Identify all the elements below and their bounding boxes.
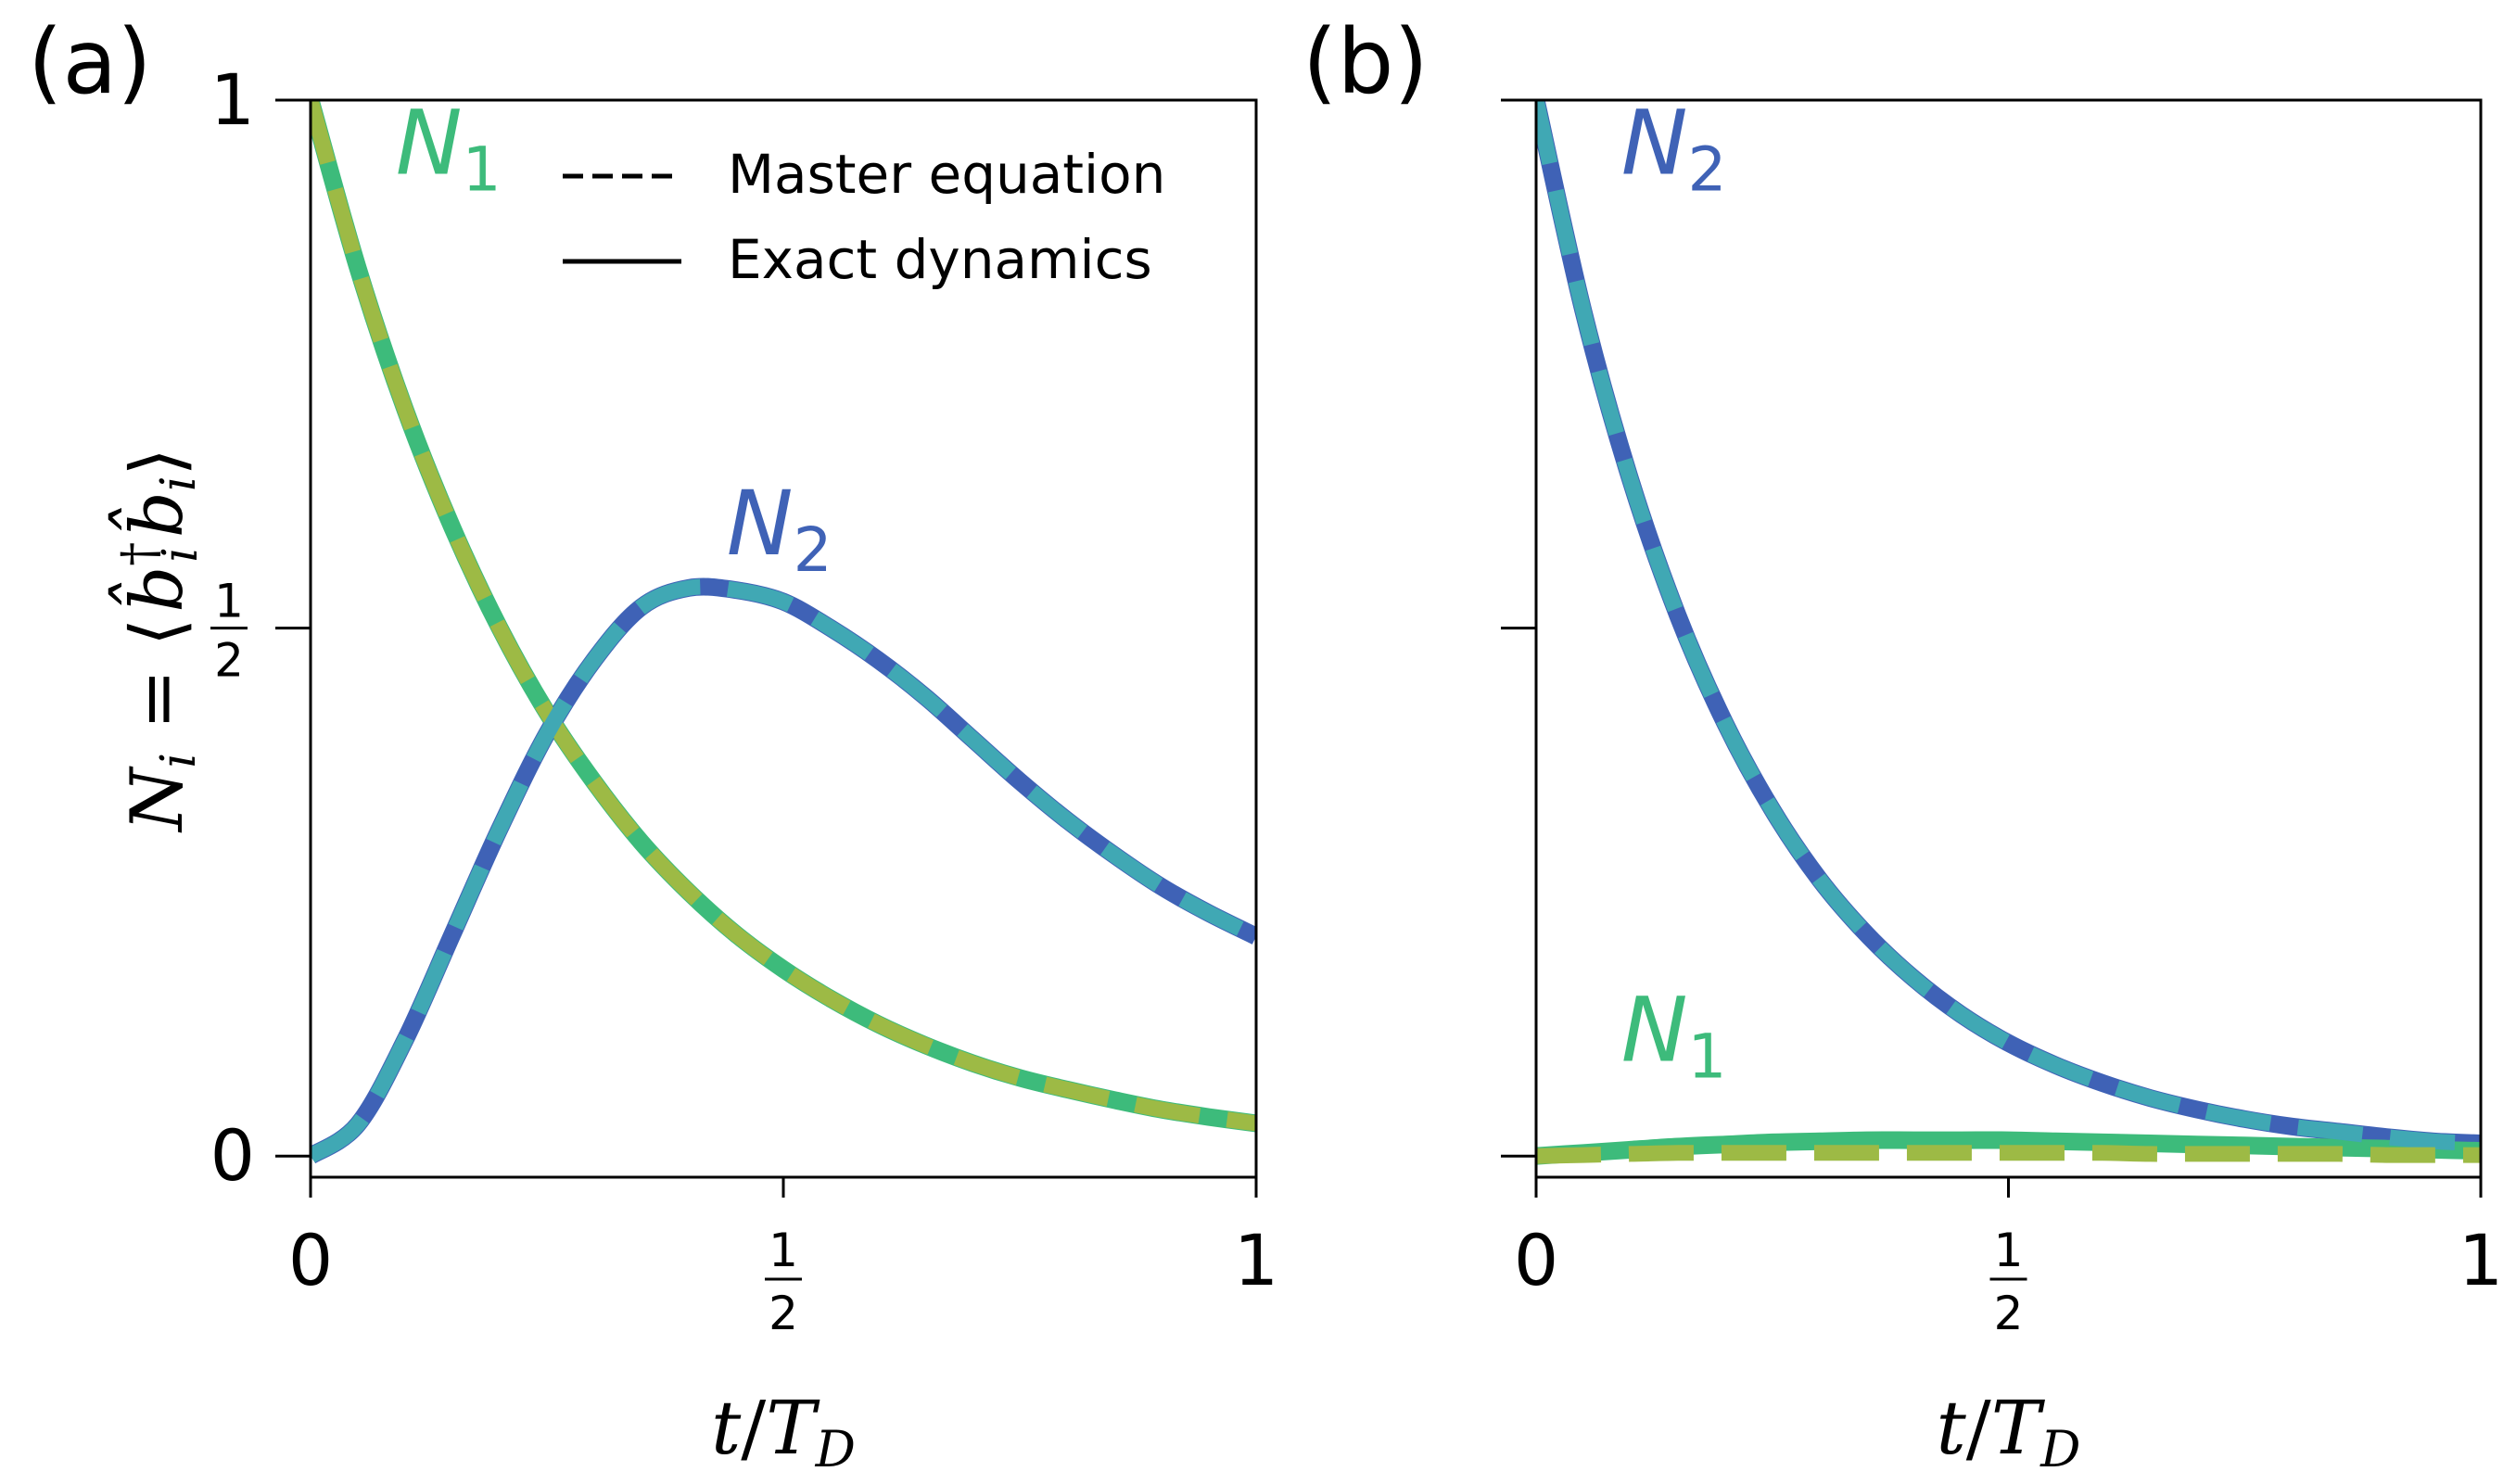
ylabel-b-sub: i xyxy=(151,476,207,492)
series-group xyxy=(1536,100,2481,1165)
panel-label: (a) xyxy=(28,10,152,114)
panel-a: (a) 0 1 2 1 0 1 2 1 t/TD N1 N2 Master equation Exact … xyxy=(28,10,1278,1478)
ylabel-lhs-sub: i xyxy=(151,753,207,768)
x-tick-label-num: 1 xyxy=(1994,1224,2024,1277)
ylabel-bdag-sub: i xyxy=(153,547,209,563)
series-group xyxy=(311,100,1256,1164)
y-tick-label: 0 xyxy=(210,1114,255,1197)
legend: Master equation Exact dynamics xyxy=(563,143,1165,291)
x-tick-label-num: 1 xyxy=(769,1224,798,1277)
ylabel-lhs: N xyxy=(116,766,199,833)
series-n2-master xyxy=(1536,100,2481,1151)
y-tick-label-den: 2 xyxy=(214,634,244,688)
series-n2-master xyxy=(311,578,1256,1163)
x-tick-label: 1 xyxy=(2459,1219,2503,1301)
legend-dashed-label: Master equation xyxy=(728,143,1165,206)
y-axis-label: Ni = ⟨b̂†ib̂i⟩ xyxy=(107,448,209,833)
annotation-n2: N2 xyxy=(1621,92,1727,206)
panel-b: (b) 0 1 2 1 t/TD N2 N1 xyxy=(1302,10,2503,1478)
y-tick-label: 1 xyxy=(210,58,255,141)
annotation-n1: N1 xyxy=(396,92,502,206)
x-tick-label: 0 xyxy=(1514,1219,1558,1301)
series-n2-exact xyxy=(311,577,1256,1164)
series-n1-master xyxy=(311,100,1256,1132)
ylabel-close: ⟩ xyxy=(116,448,199,476)
x-tick-label-den: 2 xyxy=(1994,1287,2024,1340)
panel-label: (b) xyxy=(1302,10,1429,114)
ylabel-bdag: b̂ xyxy=(107,566,199,613)
x-axis-label: t/TD xyxy=(1937,1385,2081,1478)
ylabel-eq: = ⟨ xyxy=(116,618,199,753)
x-tick-label: 1 xyxy=(1234,1219,1278,1301)
annotation-n2: N2 xyxy=(727,472,832,586)
annotation-n1: N1 xyxy=(1621,979,1727,1093)
ylabel-b: b̂ xyxy=(107,491,199,538)
x-axis-label: t/TD xyxy=(711,1385,856,1478)
x-tick-label-den: 2 xyxy=(769,1287,798,1340)
y-tick-label-num: 1 xyxy=(214,575,244,628)
series-n1-master xyxy=(1536,1145,2481,1164)
x-tick-label: 0 xyxy=(288,1219,333,1301)
svg-text:Ni = ⟨b̂†ib̂i⟩: Ni = ⟨b̂†ib̂i⟩ xyxy=(107,448,209,833)
ylabel-bdag-sup: † xyxy=(112,542,168,566)
legend-solid-label: Exact dynamics xyxy=(728,228,1152,291)
